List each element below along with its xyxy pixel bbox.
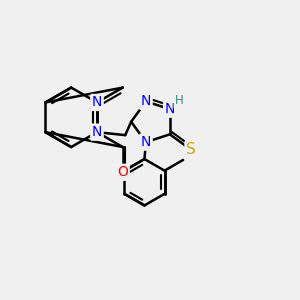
Text: N: N <box>165 102 175 116</box>
Text: N: N <box>92 95 102 110</box>
Text: N: N <box>92 125 102 139</box>
Text: N: N <box>141 94 151 108</box>
Text: N: N <box>141 135 151 149</box>
Text: O: O <box>117 165 128 179</box>
Text: H: H <box>175 94 184 107</box>
Text: S: S <box>186 142 196 157</box>
